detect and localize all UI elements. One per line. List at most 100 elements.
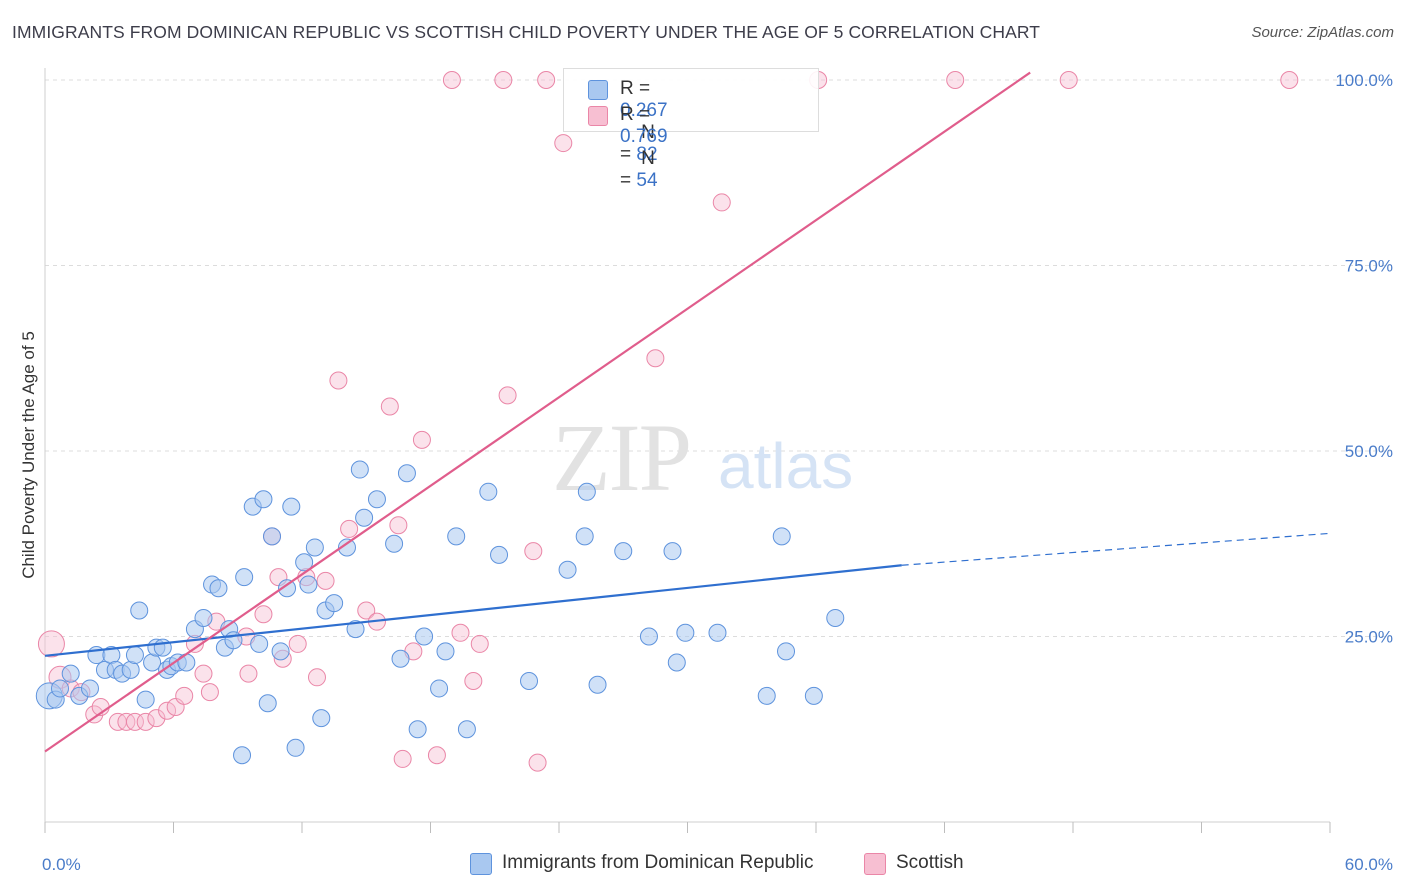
- dominican-point: [663, 542, 682, 561]
- dominican-point: [125, 646, 144, 665]
- scottish-point: [307, 668, 326, 687]
- scottish-point: [537, 71, 556, 89]
- dominican-point: [250, 634, 269, 653]
- scottish-point: [393, 749, 412, 768]
- watermark-zip: ZIP: [552, 404, 690, 511]
- scottish-point: [470, 634, 489, 653]
- dominican-point: [209, 579, 228, 598]
- dominican-point: [299, 575, 318, 594]
- legend-r-label: R =: [620, 78, 651, 99]
- watermark: ZIP atlas: [552, 404, 853, 511]
- correlation-legend: R = 0.267 N = 82 R = 0.769 N = 54: [563, 68, 819, 191]
- dominican-point: [826, 608, 845, 627]
- dominican-point: [457, 720, 476, 739]
- legend-n-label: N =: [620, 148, 655, 191]
- dominican-point: [143, 653, 162, 672]
- legend-n-value: 54: [636, 170, 658, 191]
- dominican-point: [479, 482, 498, 501]
- scottish-point: [125, 712, 144, 731]
- dominican-trend-extension: [901, 532, 1331, 566]
- scottish-point: [200, 683, 219, 702]
- legend-n-value: 82: [636, 144, 658, 165]
- scottish-point: [254, 605, 273, 624]
- dominican-point: [447, 527, 466, 546]
- y-axis-label: Child Poverty Under the Age of 5: [19, 331, 38, 579]
- legend-n-label: N =: [620, 122, 655, 165]
- dominican-point: [258, 694, 277, 713]
- dominican-point: [397, 464, 416, 483]
- dominican-point: [295, 553, 314, 572]
- scottish-point: [239, 664, 258, 683]
- dominican-point: [520, 672, 539, 691]
- dominican-point: [235, 568, 254, 587]
- dominican-point: [286, 738, 305, 757]
- dominican-point: [177, 653, 196, 672]
- scottish-points: [37, 71, 1299, 772]
- scottish-point: [442, 71, 461, 89]
- scottish-point: [288, 634, 307, 653]
- dominican-point: [588, 675, 607, 694]
- dominican-point: [558, 560, 577, 579]
- scottish-point: [712, 193, 731, 212]
- dominican-point: [80, 679, 99, 698]
- y-tick-label: 50.0%: [1345, 442, 1393, 461]
- bottom-legend-label: Scottish: [896, 852, 964, 873]
- dominican-point: [61, 664, 80, 683]
- scottish-point: [194, 664, 213, 683]
- scottish-point: [158, 701, 177, 720]
- legend-r-label: R =: [620, 104, 651, 125]
- scottish-point: [147, 709, 166, 728]
- dominican-point: [757, 686, 776, 705]
- scottish-point: [175, 686, 194, 705]
- dominican-point: [577, 482, 596, 501]
- dominican-point: [436, 642, 455, 661]
- dominican-point: [367, 490, 386, 509]
- dominican-point: [408, 720, 427, 739]
- scottish-point: [1280, 71, 1299, 89]
- y-tick-label: 75.0%: [1345, 257, 1393, 276]
- dominican-point: [415, 627, 434, 646]
- dominican-point: [777, 642, 796, 661]
- x-tick-label: 60.0%: [1345, 855, 1393, 874]
- dominican-point: [430, 679, 449, 698]
- scottish-point: [498, 386, 517, 405]
- dominican-point: [271, 642, 290, 661]
- dominican-point: [667, 653, 686, 672]
- tick-labels: 25.0% 50.0% 75.0% 100.0% 0.0% 60.0%: [42, 71, 1393, 874]
- scottish-point: [646, 349, 665, 368]
- dominican-point: [804, 686, 823, 705]
- dominican-point: [337, 538, 356, 557]
- scottish-trend-line: [44, 71, 1031, 753]
- scottish-point: [389, 516, 408, 535]
- bottom-legend-label: Immigrants from Dominican Republic: [502, 852, 814, 873]
- dominican-point: [278, 579, 297, 598]
- legend-swatch-blue: [588, 80, 608, 100]
- dominican-point: [130, 601, 149, 620]
- scottish-point: [451, 623, 470, 642]
- scottish-point: [528, 753, 547, 772]
- source-credit: Source: ZipAtlas.com: [1251, 24, 1394, 41]
- dominican-point: [254, 490, 273, 509]
- dominican-point: [121, 660, 140, 679]
- legend-r-value: 0.769: [620, 126, 668, 147]
- scottish-point: [329, 371, 348, 390]
- trend-lines: [44, 71, 1331, 753]
- scottish-point: [554, 134, 573, 153]
- dominican-point: [385, 534, 404, 553]
- scottish-point: [37, 630, 65, 658]
- y-tick-label: 25.0%: [1345, 628, 1393, 647]
- dominican-point: [346, 620, 365, 639]
- scottish-point: [357, 601, 376, 620]
- scottish-point: [316, 571, 335, 590]
- dominican-point: [325, 594, 344, 613]
- grid-lines: [45, 79, 1392, 637]
- x-tick-label: 0.0%: [42, 855, 81, 874]
- scottish-point: [464, 672, 483, 691]
- dominican-point: [263, 527, 282, 546]
- scottish-point: [1059, 71, 1078, 89]
- scottish-point: [946, 71, 965, 89]
- dominican-point: [305, 538, 324, 557]
- bottom-legend-swatch-pink: [864, 853, 886, 875]
- scottish-point: [380, 397, 399, 416]
